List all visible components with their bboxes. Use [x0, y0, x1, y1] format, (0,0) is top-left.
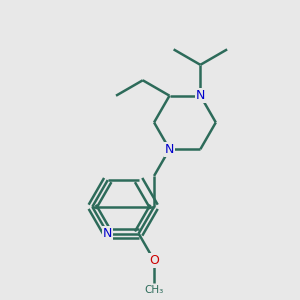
Text: N: N: [103, 227, 112, 240]
Text: O: O: [149, 254, 159, 267]
Text: CH₃: CH₃: [144, 285, 164, 295]
Text: N: N: [165, 143, 174, 156]
Text: N: N: [196, 89, 205, 102]
